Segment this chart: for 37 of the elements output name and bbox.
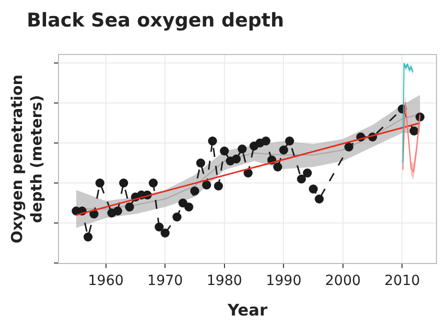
- x-tick-label: 1970: [147, 272, 183, 289]
- point: [344, 142, 354, 152]
- point: [308, 184, 318, 194]
- point: [314, 194, 324, 204]
- point: [296, 174, 306, 184]
- point: [95, 178, 104, 188]
- y-axis-title: Oxygen penetration depth (meters): [8, 74, 46, 244]
- point: [208, 136, 218, 146]
- point: [220, 146, 229, 156]
- point: [113, 206, 122, 216]
- point: [148, 178, 158, 188]
- point: [214, 182, 223, 190]
- point: [172, 212, 182, 222]
- point: [190, 186, 200, 196]
- point: [273, 162, 282, 172]
- point: [196, 158, 206, 168]
- point: [202, 180, 212, 190]
- point: [184, 202, 194, 212]
- x-tick-label: 2010: [384, 272, 420, 289]
- x-tick-label: 1980: [206, 272, 242, 289]
- point: [125, 202, 134, 212]
- point: [279, 146, 288, 154]
- point: [160, 228, 170, 238]
- x-axis-title: Year: [226, 300, 268, 320]
- point: [119, 178, 128, 188]
- point: [232, 154, 241, 164]
- chart-title: Black Sea oxygen depth: [26, 10, 284, 32]
- point: [84, 232, 93, 242]
- point: [154, 222, 164, 232]
- x-tick-label: 1960: [88, 272, 124, 289]
- point: [285, 136, 294, 146]
- point: [238, 144, 247, 154]
- x-tick-label: 2000: [325, 272, 361, 289]
- point: [261, 136, 270, 146]
- point: [302, 168, 312, 178]
- point: [410, 126, 419, 136]
- x-tick-label: 1990: [266, 272, 302, 289]
